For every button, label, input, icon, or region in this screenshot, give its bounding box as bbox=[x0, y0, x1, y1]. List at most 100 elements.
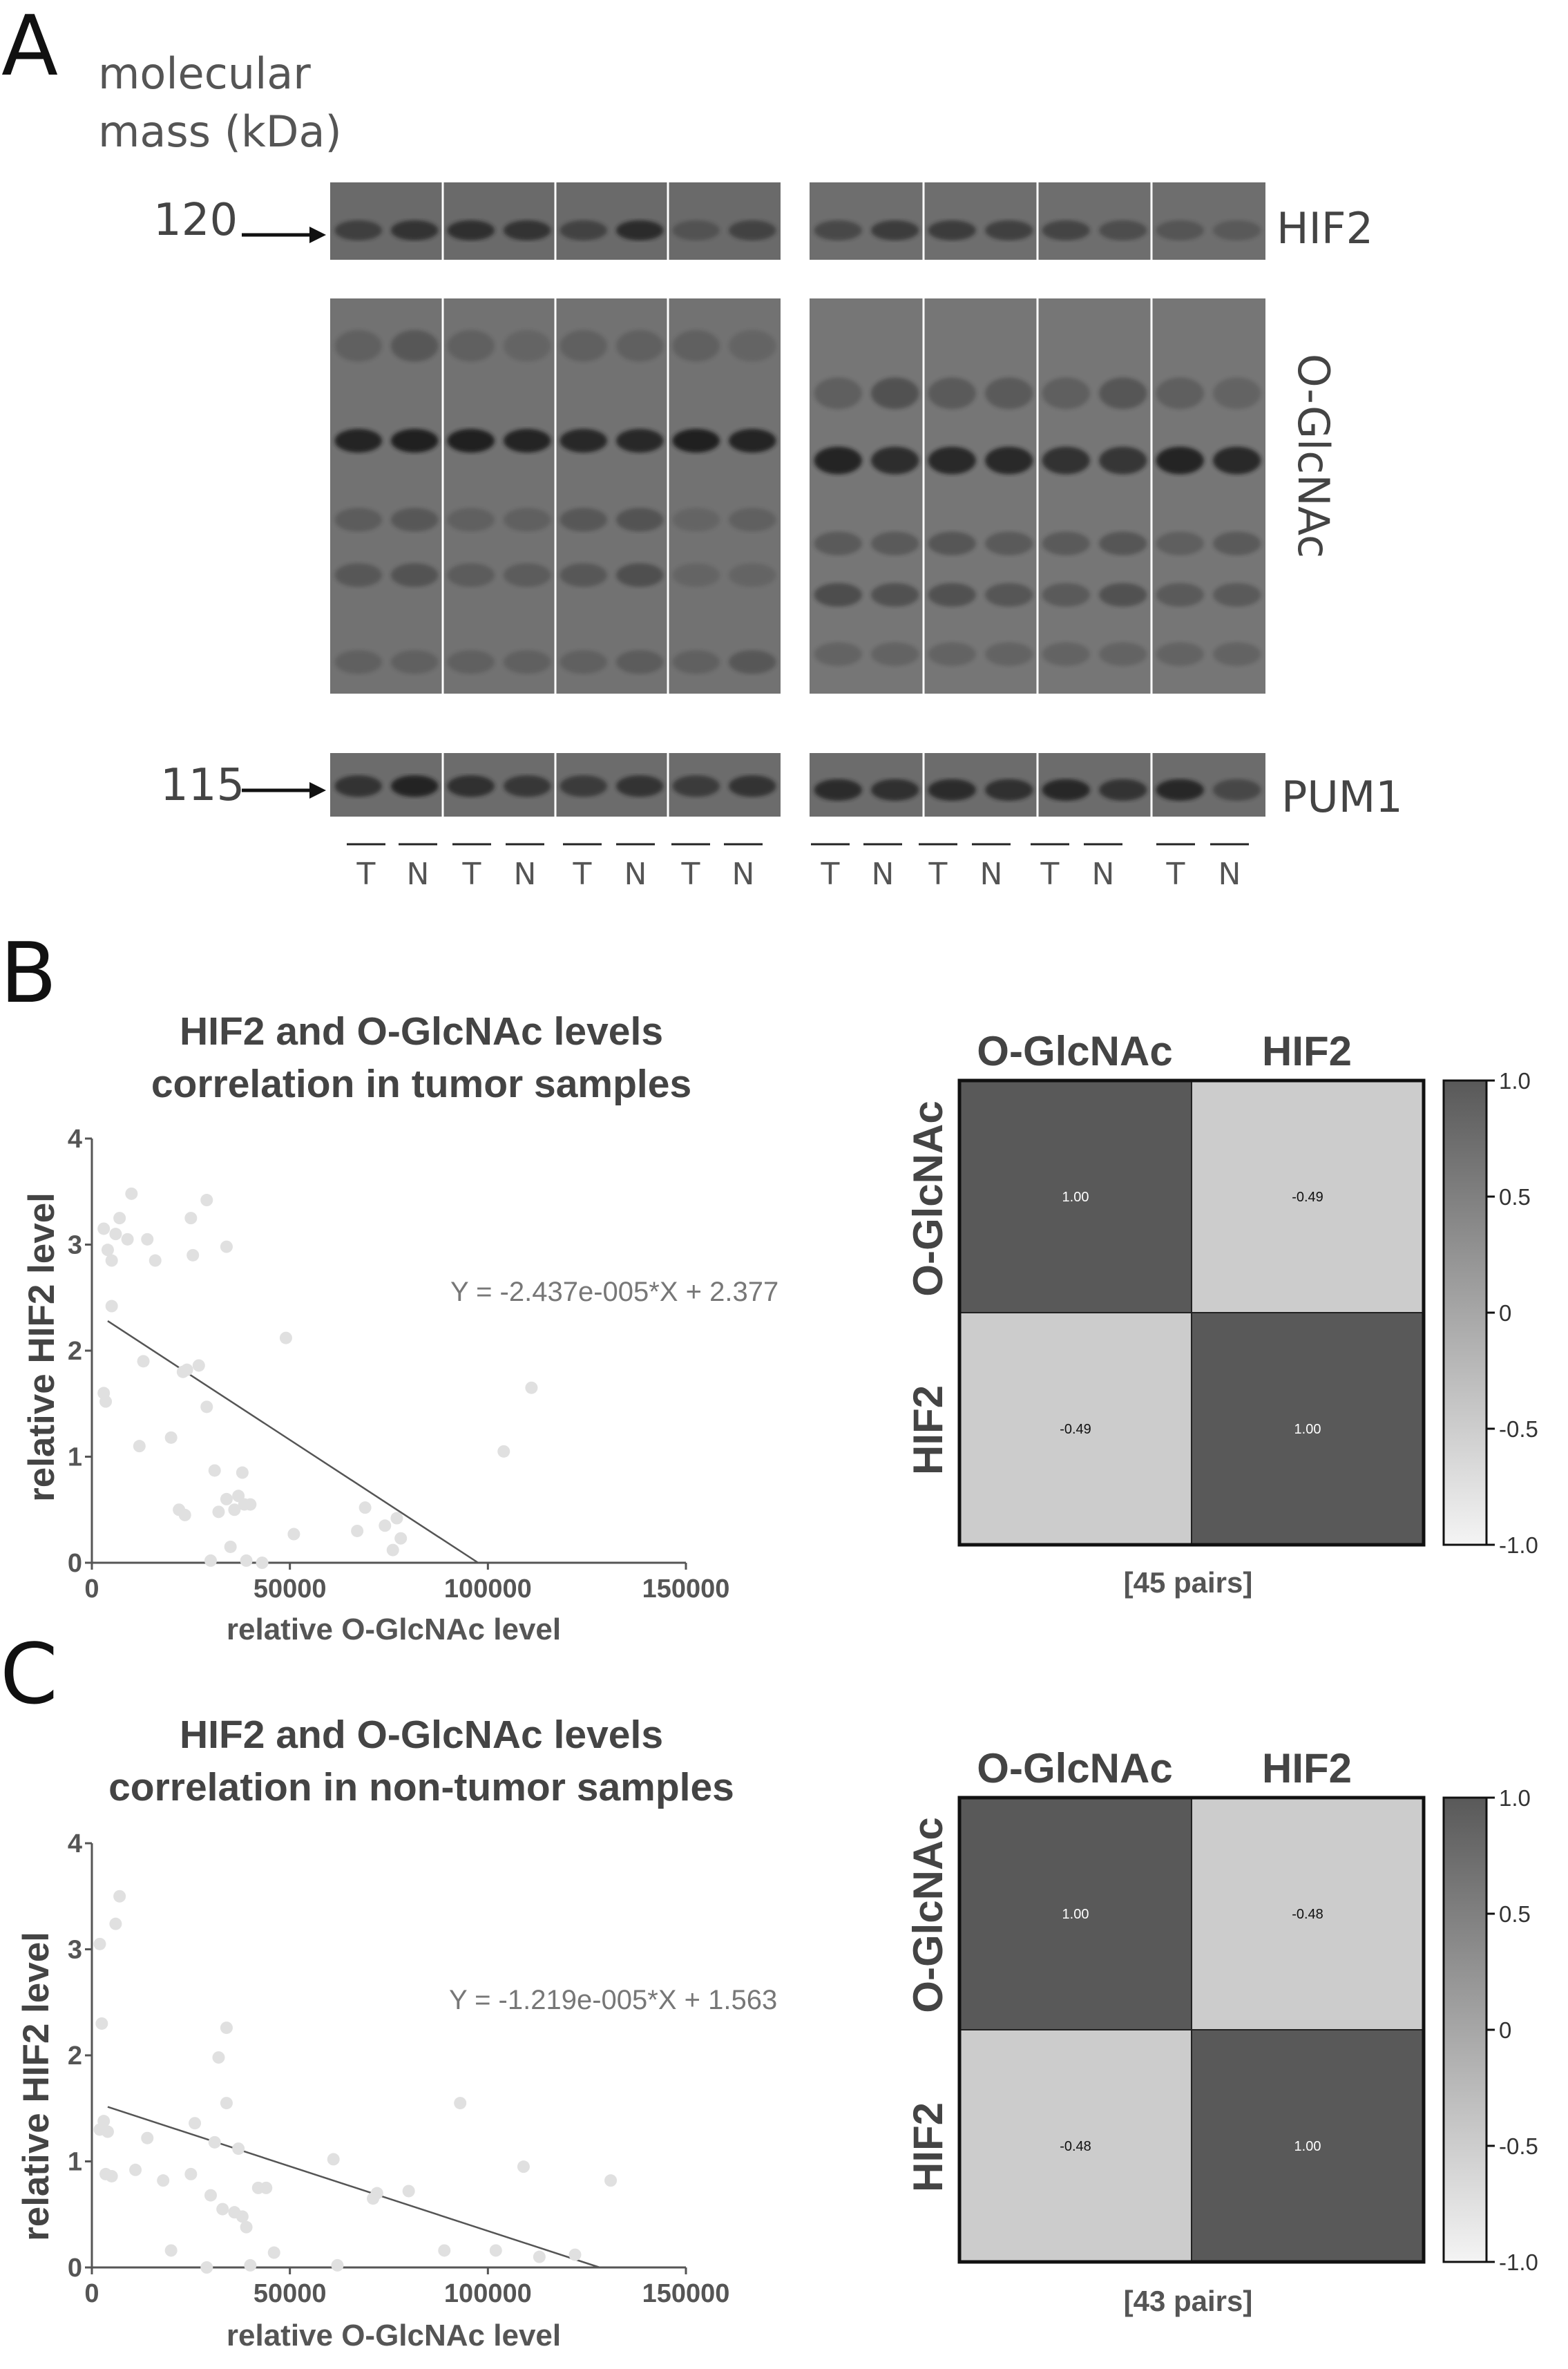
data-point bbox=[394, 1532, 408, 1545]
blot-band bbox=[391, 563, 439, 587]
data-point bbox=[200, 1400, 213, 1414]
colorbar-tick-label: 1.0 bbox=[1499, 1785, 1531, 1811]
colorbar-tick-label: -1.0 bbox=[1499, 2249, 1538, 2275]
blot-band bbox=[1042, 377, 1090, 410]
colorbar-gradient bbox=[1442, 1079, 1488, 1546]
y-tick-label: 1 bbox=[68, 1443, 82, 1472]
blot-band bbox=[560, 775, 607, 797]
heatmap-cell-value: -0.49 bbox=[1292, 1190, 1323, 1205]
colorbar-c: 1.0 0.5 0 -0.5 -1.0 bbox=[1442, 1785, 1538, 2275]
blot-band bbox=[985, 220, 1033, 240]
panel-a-letter: A bbox=[1, 0, 58, 95]
blot-band bbox=[871, 446, 919, 475]
blot-band bbox=[729, 508, 776, 532]
data-point bbox=[267, 2246, 280, 2259]
scatter-b-regression-equation: Y = -2.437e-005*X + 2.377 bbox=[450, 1277, 778, 1307]
data-point bbox=[212, 2051, 225, 2064]
heatmap-cell-value: -0.48 bbox=[1292, 1907, 1323, 1922]
panel-b-letter: B bbox=[0, 926, 57, 1022]
data-point bbox=[604, 2174, 618, 2187]
blot-band bbox=[391, 775, 439, 797]
blot-band bbox=[729, 563, 776, 587]
heatmap-cell-value: 1.00 bbox=[1062, 1190, 1089, 1205]
data-point bbox=[184, 2167, 198, 2180]
colorbar-tick-label: 0.5 bbox=[1499, 1901, 1531, 1927]
data-point bbox=[331, 2258, 344, 2272]
marker-115-arrowhead bbox=[309, 782, 326, 799]
data-point bbox=[279, 1331, 292, 1344]
data-point bbox=[157, 2174, 170, 2187]
blot-band bbox=[334, 330, 382, 362]
blot-band bbox=[814, 582, 862, 607]
data-point bbox=[517, 2160, 530, 2173]
blot-band bbox=[729, 775, 776, 797]
blot-band bbox=[1213, 582, 1261, 607]
blot-band bbox=[871, 220, 919, 240]
blot-band bbox=[729, 428, 776, 453]
panel-c: C HIF2 and O-GlcNAc levels correlation i… bbox=[0, 1627, 1538, 2352]
blot-band bbox=[871, 779, 919, 801]
heatmap-cell-value: 1.00 bbox=[1062, 1907, 1089, 1922]
heatmap-cell bbox=[1191, 2029, 1424, 2263]
blot-band bbox=[391, 650, 439, 674]
lane-label: T bbox=[356, 857, 376, 892]
blot-band bbox=[616, 775, 664, 797]
blot-band bbox=[391, 508, 439, 532]
x-tick-label: 100000 bbox=[444, 2279, 532, 2308]
blot-band bbox=[672, 428, 720, 453]
blot-band bbox=[447, 775, 495, 797]
blot-band bbox=[616, 428, 664, 453]
blot-label-pum1: PUM1 bbox=[1281, 772, 1403, 822]
blot-band bbox=[616, 650, 664, 674]
blot-band bbox=[334, 563, 382, 587]
blot-band bbox=[871, 642, 919, 666]
data-point bbox=[244, 1498, 257, 1511]
data-point bbox=[204, 2189, 217, 2202]
scatter-b-title-line2: correlation in tumor samples bbox=[151, 1062, 691, 1106]
blot-oglcnac-left bbox=[330, 298, 781, 694]
x-tick-label: 150000 bbox=[642, 1574, 730, 1604]
data-point bbox=[260, 2181, 273, 2194]
blot-label-hif2: HIF2 bbox=[1277, 203, 1373, 254]
y-tick-label: 2 bbox=[68, 2042, 82, 2071]
blot-band bbox=[814, 642, 862, 666]
blot-band bbox=[560, 330, 607, 362]
regression-line bbox=[107, 2106, 600, 2269]
blot-band bbox=[928, 779, 976, 801]
lane-label: T bbox=[573, 857, 592, 892]
data-point bbox=[220, 2097, 233, 2110]
blot-band bbox=[672, 650, 720, 674]
blot-band bbox=[616, 220, 664, 240]
data-point bbox=[105, 1254, 118, 1267]
blot-band bbox=[1156, 582, 1204, 607]
blot-band bbox=[504, 650, 551, 674]
marker-115-label: 115 bbox=[160, 760, 245, 811]
data-point bbox=[101, 2125, 114, 2138]
data-point bbox=[240, 2220, 253, 2234]
blot-band bbox=[814, 531, 862, 555]
molecular-mass-label-line1: molecular bbox=[98, 48, 311, 99]
blot-band bbox=[729, 220, 776, 240]
blot-pum1-left bbox=[330, 753, 781, 817]
blot-band bbox=[928, 446, 976, 475]
blot-band bbox=[814, 377, 862, 410]
marker-120-label: 120 bbox=[153, 195, 238, 246]
blot-band bbox=[1099, 779, 1147, 801]
data-point bbox=[164, 2244, 178, 2257]
blot-oglcnac-right bbox=[810, 298, 1265, 694]
data-point bbox=[351, 1524, 364, 1537]
blot-band bbox=[560, 650, 607, 674]
lane-label: T bbox=[928, 857, 948, 892]
blot-band bbox=[560, 428, 607, 453]
heatmap-cell bbox=[1191, 1797, 1424, 2030]
blot-band bbox=[1156, 642, 1204, 666]
data-point bbox=[454, 2097, 467, 2110]
marker-120-arrowhead bbox=[309, 227, 326, 243]
scatter-b-x-axis-label: relative O-GlcNAc level bbox=[227, 1612, 561, 1646]
lane-label: N bbox=[872, 857, 895, 892]
scatter-c-x-axis-label: relative O-GlcNAc level bbox=[227, 2319, 561, 2352]
data-point bbox=[287, 1528, 300, 1541]
blot-band bbox=[814, 446, 862, 475]
x-tick-label: 150000 bbox=[642, 2279, 730, 2308]
data-point bbox=[141, 2131, 154, 2144]
